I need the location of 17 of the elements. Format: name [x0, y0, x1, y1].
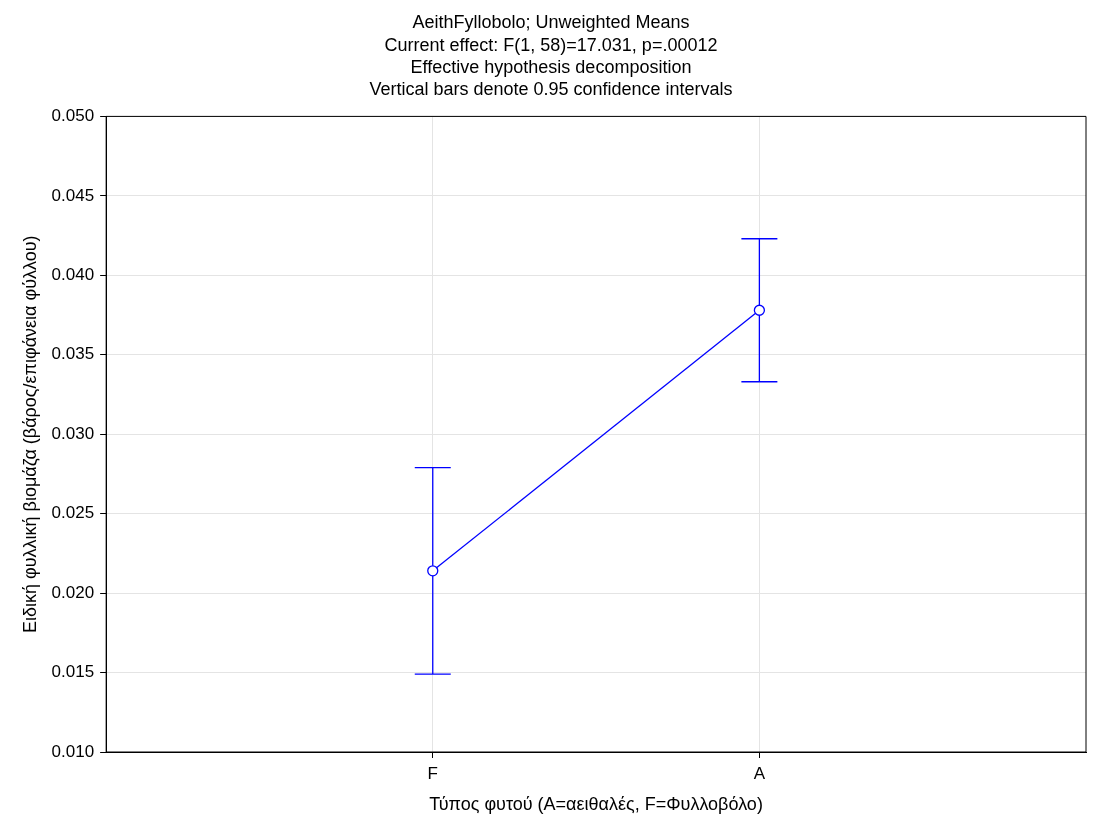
y-tick-label: 0.050	[51, 106, 95, 126]
y-tick-label: 0.015	[51, 662, 95, 682]
x-tick-label: F	[427, 763, 438, 783]
chart-title: AeithFyllobolo; Unweighted Means	[412, 11, 690, 32]
y-tick-label: 0.030	[51, 423, 95, 443]
y-tick-label: 0.020	[51, 582, 95, 602]
chart-subtitle: Current effect: F(1, 58)=17.031, p=.00012	[384, 35, 718, 56]
y-tick-label: 0.010	[51, 741, 95, 761]
y-tick-label: 0.035	[51, 344, 95, 364]
text: Effective hypothesis decomposition	[410, 56, 692, 77]
y-tick-label: 0.040	[51, 264, 95, 284]
text: Vertical bars denote 0.95 confidence intervals	[369, 78, 733, 99]
x-tick-label: A	[753, 763, 766, 783]
y-tick-label: 0.045	[51, 185, 95, 205]
x-axis-title: Τύπος φυτού (A=αειθαλές, F=Φυλλοβόλο)	[429, 794, 763, 815]
y-tick-label: 0.025	[51, 503, 95, 523]
y-axis-title: Ειδική φυλλική βιομάζα (βάρος/επιφάνεια φύλλου)	[19, 235, 40, 633]
